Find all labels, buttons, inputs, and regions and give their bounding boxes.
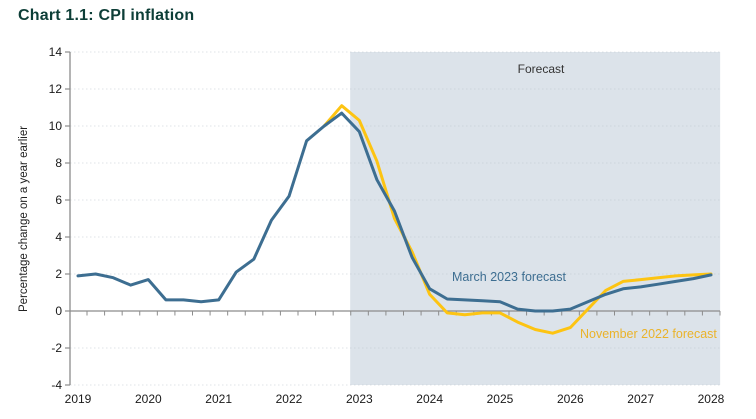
x-tick-label: 2025 xyxy=(486,392,514,406)
x-tick-label: 2023 xyxy=(345,392,373,406)
y-tick-label: 8 xyxy=(55,155,62,170)
y-tick-label: 2 xyxy=(55,266,62,281)
y-tick-label: -2 xyxy=(51,340,62,355)
y-axis-label: Percentage change on a year earlier xyxy=(18,125,30,312)
x-tick-label: 2022 xyxy=(275,392,303,406)
forecast-region-label: Forecast xyxy=(517,62,565,76)
x-tick-label: 2019 xyxy=(64,392,92,406)
y-tick-label: 0 xyxy=(55,303,62,318)
x-tick-label: 2026 xyxy=(556,392,584,406)
x-tick-label: 2027 xyxy=(627,392,654,406)
x-tick-label: 2024 xyxy=(416,392,443,406)
y-tick-label: 10 xyxy=(48,118,62,133)
y-tick-label: -4 xyxy=(51,377,62,392)
y-tick-label: 6 xyxy=(55,192,62,207)
chart-title: Chart 1.1: CPI inflation xyxy=(18,7,195,24)
x-tick-label: 2028 xyxy=(697,392,725,406)
y-tick-label: 12 xyxy=(48,81,62,96)
series-label-march-2023-forecast: March 2023 forecast xyxy=(452,270,566,284)
series-label-november-2022-forecast: November 2022 forecast xyxy=(580,327,717,341)
series-line-march-2023-forecast xyxy=(76,111,713,313)
y-tick-label: 14 xyxy=(48,44,62,59)
y-tick-label: 4 xyxy=(55,229,62,244)
x-tick-label: 2021 xyxy=(205,392,232,406)
x-tick-label: 2020 xyxy=(134,392,162,406)
